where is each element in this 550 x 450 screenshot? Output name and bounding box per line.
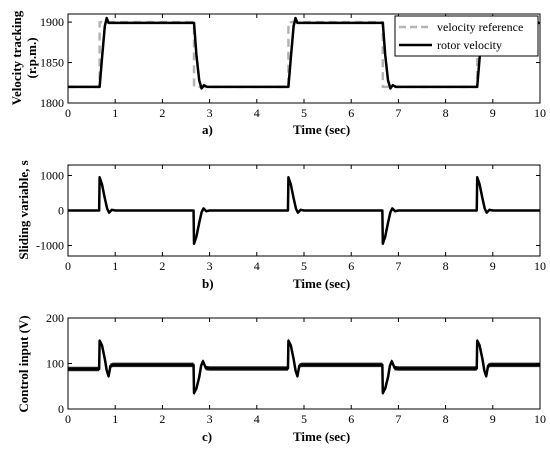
x-tick-label: 10 xyxy=(534,412,546,426)
series-line-rotor-velocity xyxy=(68,16,540,90)
x-tick-label: 8 xyxy=(443,259,449,273)
y-axis-label-line-1: Velocity tracking xyxy=(9,10,24,105)
y-axis-label: Control input (V) xyxy=(16,315,31,412)
legend-box xyxy=(394,15,539,57)
x-tick-label: 1 xyxy=(112,412,118,426)
x-tick-label: 5 xyxy=(301,412,307,426)
y-tick-label: 1850 xyxy=(40,56,64,70)
y-axis-ticks: 0 100 200 xyxy=(46,311,540,416)
x-axis-ticks: 0 1 2 3 4 5 6 7 8 9 10 xyxy=(65,165,546,273)
x-tick-label: 9 xyxy=(490,412,496,426)
x-tick-label: 8 xyxy=(443,106,449,120)
x-tick-label: 3 xyxy=(207,259,213,273)
x-tick-label: 0 xyxy=(65,259,71,273)
y-tick-label: 200 xyxy=(46,311,64,325)
x-tick-label: 5 xyxy=(301,259,307,273)
x-tick-label: 0 xyxy=(65,106,71,120)
x-axis-ticks: 0 1 2 3 4 5 6 7 8 9 10 xyxy=(65,14,546,120)
x-tick-label: 3 xyxy=(207,412,213,426)
x-tick-label: 6 xyxy=(348,106,354,120)
x-axis-label: Time (sec) xyxy=(293,276,350,291)
y-axis-ticks: 1800 1850 1900 xyxy=(40,15,540,110)
x-tick-label: 0 xyxy=(65,412,71,426)
legend-label-rotor-velocity: rotor velocity xyxy=(437,38,502,52)
y-tick-label: 1800 xyxy=(40,96,64,110)
legend-label-velocity-reference: velocity reference xyxy=(437,20,523,34)
series-line-panel-1 xyxy=(68,176,540,245)
x-tick-label: 7 xyxy=(395,106,401,120)
panel-letter: b) xyxy=(202,276,214,291)
panel-letter: c) xyxy=(202,429,212,444)
series-lines xyxy=(68,16,540,90)
series-line-panel-2 xyxy=(68,339,540,395)
x-tick-label: 1 xyxy=(112,259,118,273)
x-axis-label: Time (sec) xyxy=(293,122,350,137)
x-tick-label: 2 xyxy=(159,259,165,273)
x-tick-label: 10 xyxy=(534,259,546,273)
x-tick-label: 4 xyxy=(254,412,260,426)
x-tick-label: 7 xyxy=(395,412,401,426)
x-tick-label: 4 xyxy=(254,106,260,120)
legend: velocity reference rotor velocity xyxy=(394,15,539,57)
y-tick-label: 0 xyxy=(58,204,64,218)
x-tick-label: 3 xyxy=(207,106,213,120)
y-tick-label: 1900 xyxy=(40,15,64,29)
x-axis-ticks: 0 1 2 3 4 5 6 7 8 9 10 xyxy=(65,318,546,426)
series-lines xyxy=(68,176,540,245)
y-tick-label: -1000 xyxy=(36,239,64,253)
x-tick-label: 6 xyxy=(348,412,354,426)
control-input-chatter-band xyxy=(68,338,540,396)
series-lines xyxy=(68,338,540,396)
x-tick-label: 6 xyxy=(348,259,354,273)
y-axis-label: Sliding variable, s xyxy=(16,160,31,259)
x-tick-label: 9 xyxy=(490,106,496,120)
x-axis-label: Time (sec) xyxy=(293,429,350,444)
x-tick-label: 2 xyxy=(159,106,165,120)
x-tick-label: 1 xyxy=(112,106,118,120)
y-axis-ticks: -1000 0 1000 xyxy=(36,169,540,253)
x-tick-label: 10 xyxy=(534,106,546,120)
x-tick-label: 4 xyxy=(254,259,260,273)
x-tick-label: 2 xyxy=(159,412,165,426)
panel-letter: a) xyxy=(202,122,213,137)
y-tick-label: 1000 xyxy=(40,169,64,183)
x-tick-label: 8 xyxy=(443,412,449,426)
x-tick-label: 7 xyxy=(395,259,401,273)
panel-c-control-input: 0 1 2 3 4 5 6 7 8 9 10 0 100 200 c) Time (sec) Contr… xyxy=(16,311,546,444)
y-axis-label-line-2: (r.p.m.) xyxy=(24,37,39,78)
x-tick-label: 9 xyxy=(490,259,496,273)
x-tick-label: 5 xyxy=(301,106,307,120)
y-tick-label: 0 xyxy=(58,402,64,416)
y-tick-label: 100 xyxy=(46,357,64,371)
